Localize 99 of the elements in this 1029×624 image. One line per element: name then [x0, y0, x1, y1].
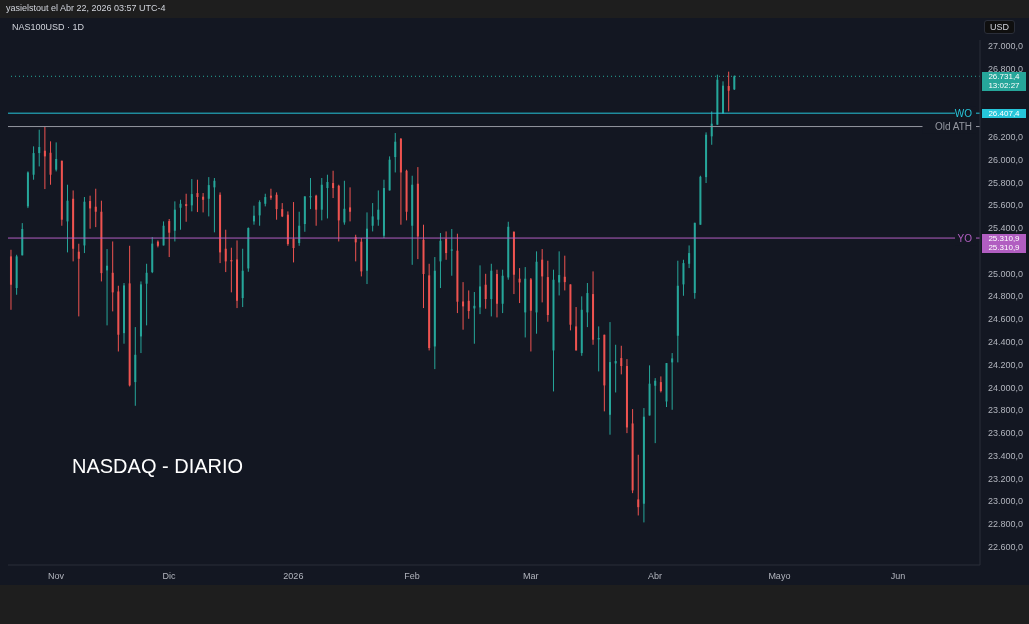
candlestick	[727, 71, 730, 112]
ref-line-label: YO	[957, 232, 973, 244]
candlestick	[688, 244, 691, 269]
candlestick	[196, 179, 199, 213]
candlestick	[49, 140, 52, 186]
candlestick	[371, 202, 374, 232]
candlestick	[541, 248, 544, 303]
candlestick	[315, 194, 318, 227]
candlestick	[207, 176, 210, 217]
candlestick	[252, 205, 255, 226]
x-tick-label: Mar	[522, 571, 539, 582]
candlestick	[9, 249, 12, 311]
y-tick-label: 25.800,0	[988, 177, 1024, 188]
candlestick	[586, 282, 589, 328]
candlestick	[654, 377, 657, 444]
x-tick-label: Feb	[404, 571, 420, 582]
candlestick	[467, 289, 470, 320]
text: NASDAQ - DIARIO	[72, 455, 244, 478]
y-tick-label: 23.200,0	[988, 473, 1024, 484]
candlestick	[168, 218, 171, 258]
y-tick-label: 26.200,0	[988, 132, 1024, 142]
candlestick	[332, 170, 335, 199]
y-tick-label: 23.000,0	[988, 496, 1024, 507]
y-tick-label: 27.000,0	[988, 40, 1024, 51]
text: 26.407,4	[982, 108, 1026, 119]
candlestick	[394, 132, 397, 173]
candlestick	[620, 345, 623, 375]
candlestick	[89, 195, 92, 230]
candlestick	[173, 200, 176, 242]
candlestick	[258, 199, 261, 227]
y-tick-label: 24.000,0	[988, 382, 1024, 393]
x-tick-label: Jun	[890, 571, 906, 582]
candlestick	[484, 273, 487, 310]
text: 13:02:27	[982, 81, 1026, 91]
y-tick-label: 23.400,0	[988, 450, 1024, 461]
text: 25.310,9	[982, 233, 1026, 244]
candlestick	[495, 269, 498, 318]
candlestick	[185, 193, 188, 223]
candlestick	[202, 192, 205, 213]
candlestick	[558, 250, 561, 296]
candlestick	[224, 229, 227, 273]
candlestick	[722, 80, 725, 115]
candlestick	[43, 125, 46, 190]
candlestick	[145, 263, 148, 326]
candlestick	[77, 243, 80, 317]
y-tick-label: 25.600,0	[988, 200, 1024, 211]
candlestick	[479, 264, 482, 315]
y-tick-label: 24.800,0	[988, 291, 1024, 302]
y-tick-label: 24.400,0	[988, 336, 1024, 347]
y-tick-label: 26.800,0	[988, 63, 1024, 74]
candlestick	[377, 189, 380, 227]
candlestick	[66, 184, 69, 253]
text: 25.310,9	[982, 243, 1026, 253]
ref-line-label: WO	[954, 107, 973, 119]
candlestick	[94, 188, 97, 228]
candlestick	[366, 211, 368, 285]
text: yasielstout el Abr 22, 2026 03:57 UTC-4	[6, 3, 166, 13]
candlestick	[349, 186, 352, 222]
candlestick	[439, 232, 442, 289]
candlestick	[445, 230, 448, 261]
candlestick	[682, 259, 685, 297]
candlestick	[462, 281, 465, 331]
candlestick	[55, 141, 58, 172]
candlestick	[637, 454, 640, 516]
x-tick-label: Dic	[162, 571, 177, 582]
y-axis-title: USD	[984, 20, 1016, 34]
candlestick	[269, 188, 272, 201]
candlestick	[275, 191, 278, 221]
x-tick-label: Mayo	[768, 571, 791, 582]
y-tick-label: 24.600,0	[988, 314, 1024, 325]
ref-line-label: 26.731,4	[982, 71, 1026, 82]
candlestick	[213, 177, 216, 233]
candlestick	[179, 199, 182, 231]
y-tick-label: 22.800,0	[988, 519, 1024, 530]
candlestick	[343, 180, 346, 226]
y-tick-label: 25.400,0	[988, 223, 1024, 234]
candlestick	[190, 178, 193, 212]
ref-line-label: Old ATH	[934, 121, 972, 133]
y-tick-label: 26.000,0	[988, 154, 1024, 165]
candlestick	[123, 282, 125, 345]
chart-subtitle: NAS100USD · 1D	[12, 22, 85, 32]
x-tick-label: 2026	[283, 571, 304, 582]
candlestick	[671, 352, 674, 411]
candlestick	[38, 129, 41, 167]
candlestick	[450, 228, 453, 277]
y-tick-label: 23.800,0	[988, 405, 1024, 416]
y-tick-label: 22.600,0	[988, 541, 1024, 552]
y-tick-label: 24.200,0	[988, 359, 1024, 370]
candlestick	[326, 174, 329, 219]
candlestick	[236, 239, 239, 309]
x-tick-label: Nov	[48, 571, 65, 582]
y-tick-label: 23.600,0	[988, 428, 1024, 439]
candlestick	[32, 145, 35, 181]
y-tick-label: 25.000,0	[988, 268, 1024, 279]
x-tick-label: Abr	[648, 571, 663, 582]
candlestick	[292, 201, 295, 263]
candlestick	[111, 240, 114, 312]
candlestick	[563, 255, 566, 291]
candlestick	[609, 321, 611, 436]
